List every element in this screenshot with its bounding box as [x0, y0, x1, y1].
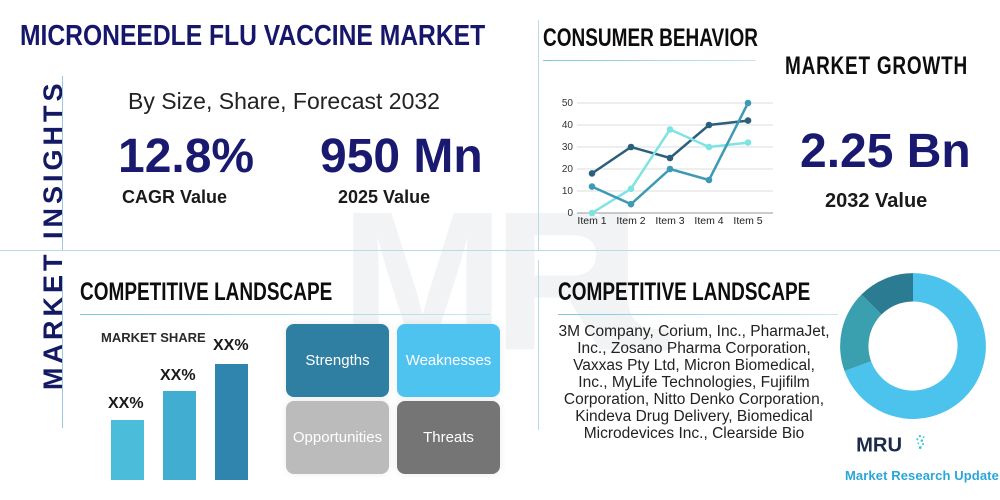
svg-text:30: 30 — [562, 142, 574, 153]
svg-text:Item 4: Item 4 — [694, 215, 723, 225]
svg-text:0: 0 — [567, 208, 573, 219]
svg-text:40: 40 — [562, 120, 574, 131]
svg-text:Item 1: Item 1 — [577, 215, 606, 225]
svg-text:10: 10 — [562, 186, 574, 197]
svg-text:Item 2: Item 2 — [616, 215, 645, 225]
svg-text:Item 3: Item 3 — [655, 215, 684, 225]
svg-text:Item 5: Item 5 — [733, 215, 762, 225]
svg-text:MRU: MRU — [856, 434, 902, 456]
svg-text:50: 50 — [562, 98, 574, 109]
svg-text:20: 20 — [562, 164, 574, 175]
